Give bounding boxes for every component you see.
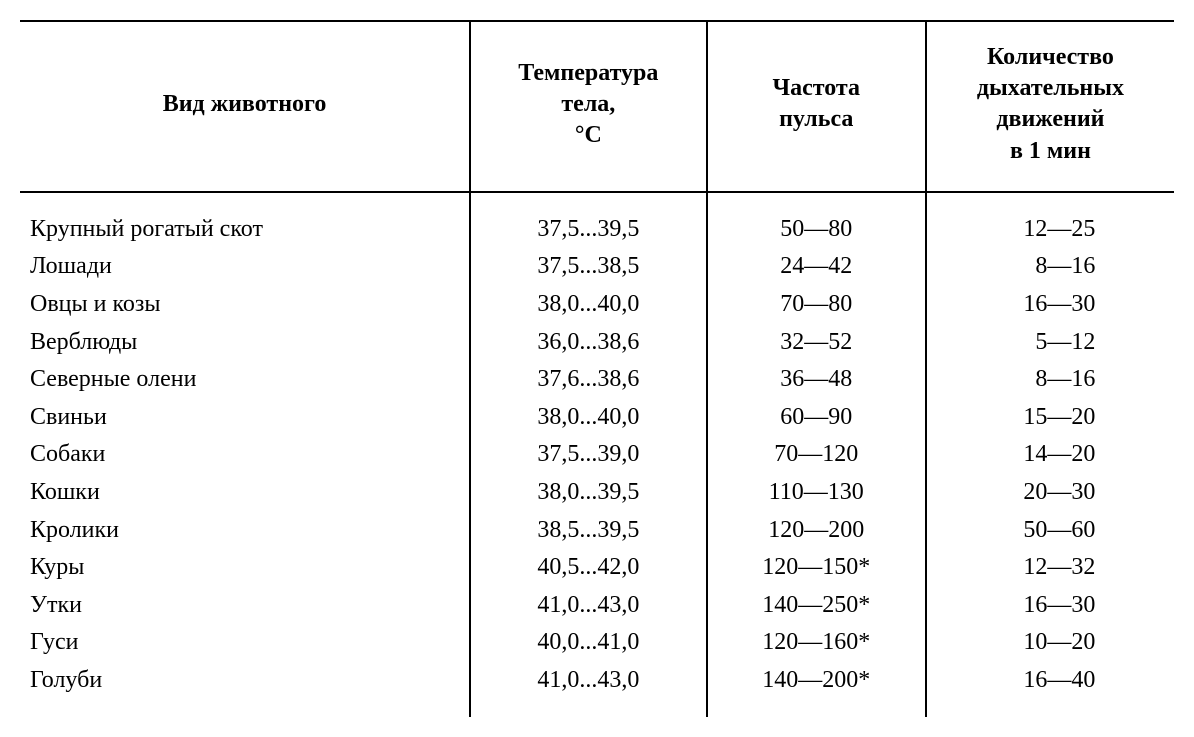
table-row: Верблюды36,0...38,632—52 5—12 (20, 324, 1174, 362)
cell-respiration-value: 16—30 (1005, 589, 1095, 623)
cell-pulse: 120—150* (707, 549, 926, 587)
cell-temperature: 41,0...43,0 (470, 587, 707, 625)
cell-pulse: 140—250* (707, 587, 926, 625)
cell-animal: Кролики (20, 512, 470, 550)
cell-respiration: 50—60 (926, 512, 1174, 550)
cell-temperature: 37,6...38,6 (470, 361, 707, 399)
animal-vitals-table: Вид животного Температуратела,°C Частота… (20, 20, 1174, 717)
table-row: Овцы и козы38,0...40,070—80 16—30 (20, 286, 1174, 324)
cell-pulse: 36—48 (707, 361, 926, 399)
cell-temperature: 38,0...39,5 (470, 474, 707, 512)
table-row: Свиньи38,0...40,060—90 15—20 (20, 399, 1174, 437)
header-pulse: Частотапульса (707, 21, 926, 192)
cell-respiration-value: 14—20 (1005, 438, 1095, 472)
cell-pulse: 70—120 (707, 436, 926, 474)
cell-pulse: 140—200* (707, 662, 926, 718)
table-row: Гуси40,0...41,0120—160* 10—20 (20, 624, 1174, 662)
cell-animal: Собаки (20, 436, 470, 474)
cell-animal: Лошади (20, 248, 470, 286)
cell-animal: Овцы и козы (20, 286, 470, 324)
table-row: Утки41,0...43,0140—250* 16—30 (20, 587, 1174, 625)
cell-respiration-value: 16—40 (1005, 664, 1095, 698)
cell-pulse: 110—130 (707, 474, 926, 512)
table-row: Крупный рогатый скот37,5...39,550—80 12—2… (20, 192, 1174, 249)
cell-temperature: 41,0...43,0 (470, 662, 707, 718)
cell-animal: Голуби (20, 662, 470, 718)
cell-respiration-value: 10—20 (1005, 626, 1095, 660)
cell-respiration: 12—32 (926, 549, 1174, 587)
table-row: Северные олени37,6...38,636—48 8—16 (20, 361, 1174, 399)
table-row: Кролики38,5...39,5120—200 50—60 (20, 512, 1174, 550)
header-respiration: Количестводыхательныхдвиженийв 1 мин (926, 21, 1174, 192)
cell-respiration: 10—20 (926, 624, 1174, 662)
cell-pulse: 70—80 (707, 286, 926, 324)
table-row: Лошади37,5...38,524—42 8—16 (20, 248, 1174, 286)
cell-temperature: 38,5...39,5 (470, 512, 707, 550)
cell-animal: Свиньи (20, 399, 470, 437)
cell-temperature: 38,0...40,0 (470, 399, 707, 437)
table-row: Голуби41,0...43,0140—200* 16—40 (20, 662, 1174, 718)
cell-respiration-value: 16—30 (1005, 288, 1095, 322)
cell-respiration: 8—16 (926, 361, 1174, 399)
cell-respiration-value: 12—25 (1005, 213, 1095, 247)
cell-animal: Верблюды (20, 324, 470, 362)
cell-respiration-value: 5—12 (1005, 326, 1095, 360)
cell-animal: Северные олени (20, 361, 470, 399)
cell-temperature: 37,5...39,5 (470, 192, 707, 249)
cell-temperature: 37,5...39,0 (470, 436, 707, 474)
cell-respiration: 16—30 (926, 286, 1174, 324)
cell-animal: Крупный рогатый скот (20, 192, 470, 249)
table-row: Куры40,5...42,0120—150* 12—32 (20, 549, 1174, 587)
cell-respiration: 15—20 (926, 399, 1174, 437)
cell-respiration-value: 20—30 (1005, 476, 1095, 510)
cell-respiration: 12—25 (926, 192, 1174, 249)
cell-temperature: 40,5...42,0 (470, 549, 707, 587)
cell-respiration: 14—20 (926, 436, 1174, 474)
table-header-row: Вид животного Температуратела,°C Частота… (20, 21, 1174, 192)
header-animal: Вид животного (20, 21, 470, 192)
cell-animal: Утки (20, 587, 470, 625)
cell-temperature: 40,0...41,0 (470, 624, 707, 662)
cell-temperature: 36,0...38,6 (470, 324, 707, 362)
cell-respiration: 20—30 (926, 474, 1174, 512)
table-row: Собаки37,5...39,070—120 14—20 (20, 436, 1174, 474)
cell-animal: Гуси (20, 624, 470, 662)
cell-pulse: 60—90 (707, 399, 926, 437)
cell-respiration-value: 12—32 (1005, 551, 1095, 585)
cell-pulse: 24—42 (707, 248, 926, 286)
cell-respiration: 5—12 (926, 324, 1174, 362)
table-row: Кошки38,0...39,5110—130 20—30 (20, 474, 1174, 512)
cell-respiration: 16—30 (926, 587, 1174, 625)
cell-respiration: 8—16 (926, 248, 1174, 286)
cell-respiration-value: 50—60 (1005, 514, 1095, 548)
cell-pulse: 32—52 (707, 324, 926, 362)
cell-respiration-value: 8—16 (1005, 250, 1095, 284)
cell-respiration-value: 8—16 (1005, 363, 1095, 397)
table-body: Крупный рогатый скот37,5...39,550—80 12—2… (20, 192, 1174, 718)
cell-temperature: 37,5...38,5 (470, 248, 707, 286)
cell-respiration: 16—40 (926, 662, 1174, 718)
cell-temperature: 38,0...40,0 (470, 286, 707, 324)
cell-animal: Куры (20, 549, 470, 587)
cell-animal: Кошки (20, 474, 470, 512)
header-temperature: Температуратела,°C (470, 21, 707, 192)
cell-pulse: 120—160* (707, 624, 926, 662)
cell-pulse: 50—80 (707, 192, 926, 249)
cell-pulse: 120—200 (707, 512, 926, 550)
cell-respiration-value: 15—20 (1005, 401, 1095, 435)
